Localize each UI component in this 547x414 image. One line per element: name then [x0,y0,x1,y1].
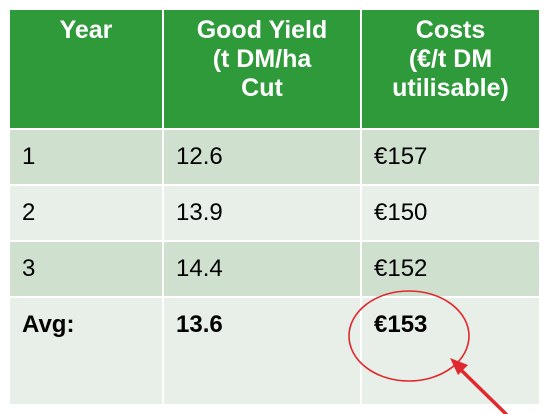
header-line: (t DM/ha [212,45,312,73]
header-line: Costs [415,16,486,44]
cell-year: 2 [8,184,164,242]
header-line: Good Yield [196,16,328,44]
average-yield: 13.6 [162,296,362,406]
cell-cost: €150 [360,184,541,242]
cell-yield: 12.6 [162,128,362,186]
table-row: 1 12.6 €157 [8,128,541,186]
header-line: Year [59,16,113,44]
average-cost: €153 [360,296,541,406]
cell-cost: €157 [360,128,541,186]
header-good-yield: Good Yield (t DM/ha Cut [162,8,362,130]
cell-year: 1 [8,128,164,186]
cell-year: 3 [8,240,164,298]
average-row: Avg: 13.6 €153 [8,296,541,406]
header-line: (€/t DM [408,45,493,73]
cell-cost: €152 [360,240,541,298]
header-line: Cut [241,74,283,102]
cell-yield: 14.4 [162,240,362,298]
header-year: Year [8,8,164,130]
table-row: 3 14.4 €152 [8,240,541,298]
header-row: Year Good Yield (t DM/ha Cut Costs (€/t … [8,8,541,130]
yield-cost-table: Year Good Yield (t DM/ha Cut Costs (€/t … [8,8,541,406]
average-label: Avg: [8,296,164,406]
table-row: 2 13.9 €150 [8,184,541,242]
header-line: utilisable) [392,74,509,102]
table-body: 1 12.6 €157 2 13.9 €150 3 14.4 €152 Avg:… [8,128,541,406]
cell-yield: 13.9 [162,184,362,242]
header-costs: Costs (€/t DM utilisable) [360,8,541,130]
table-header: Year Good Yield (t DM/ha Cut Costs (€/t … [8,8,541,130]
